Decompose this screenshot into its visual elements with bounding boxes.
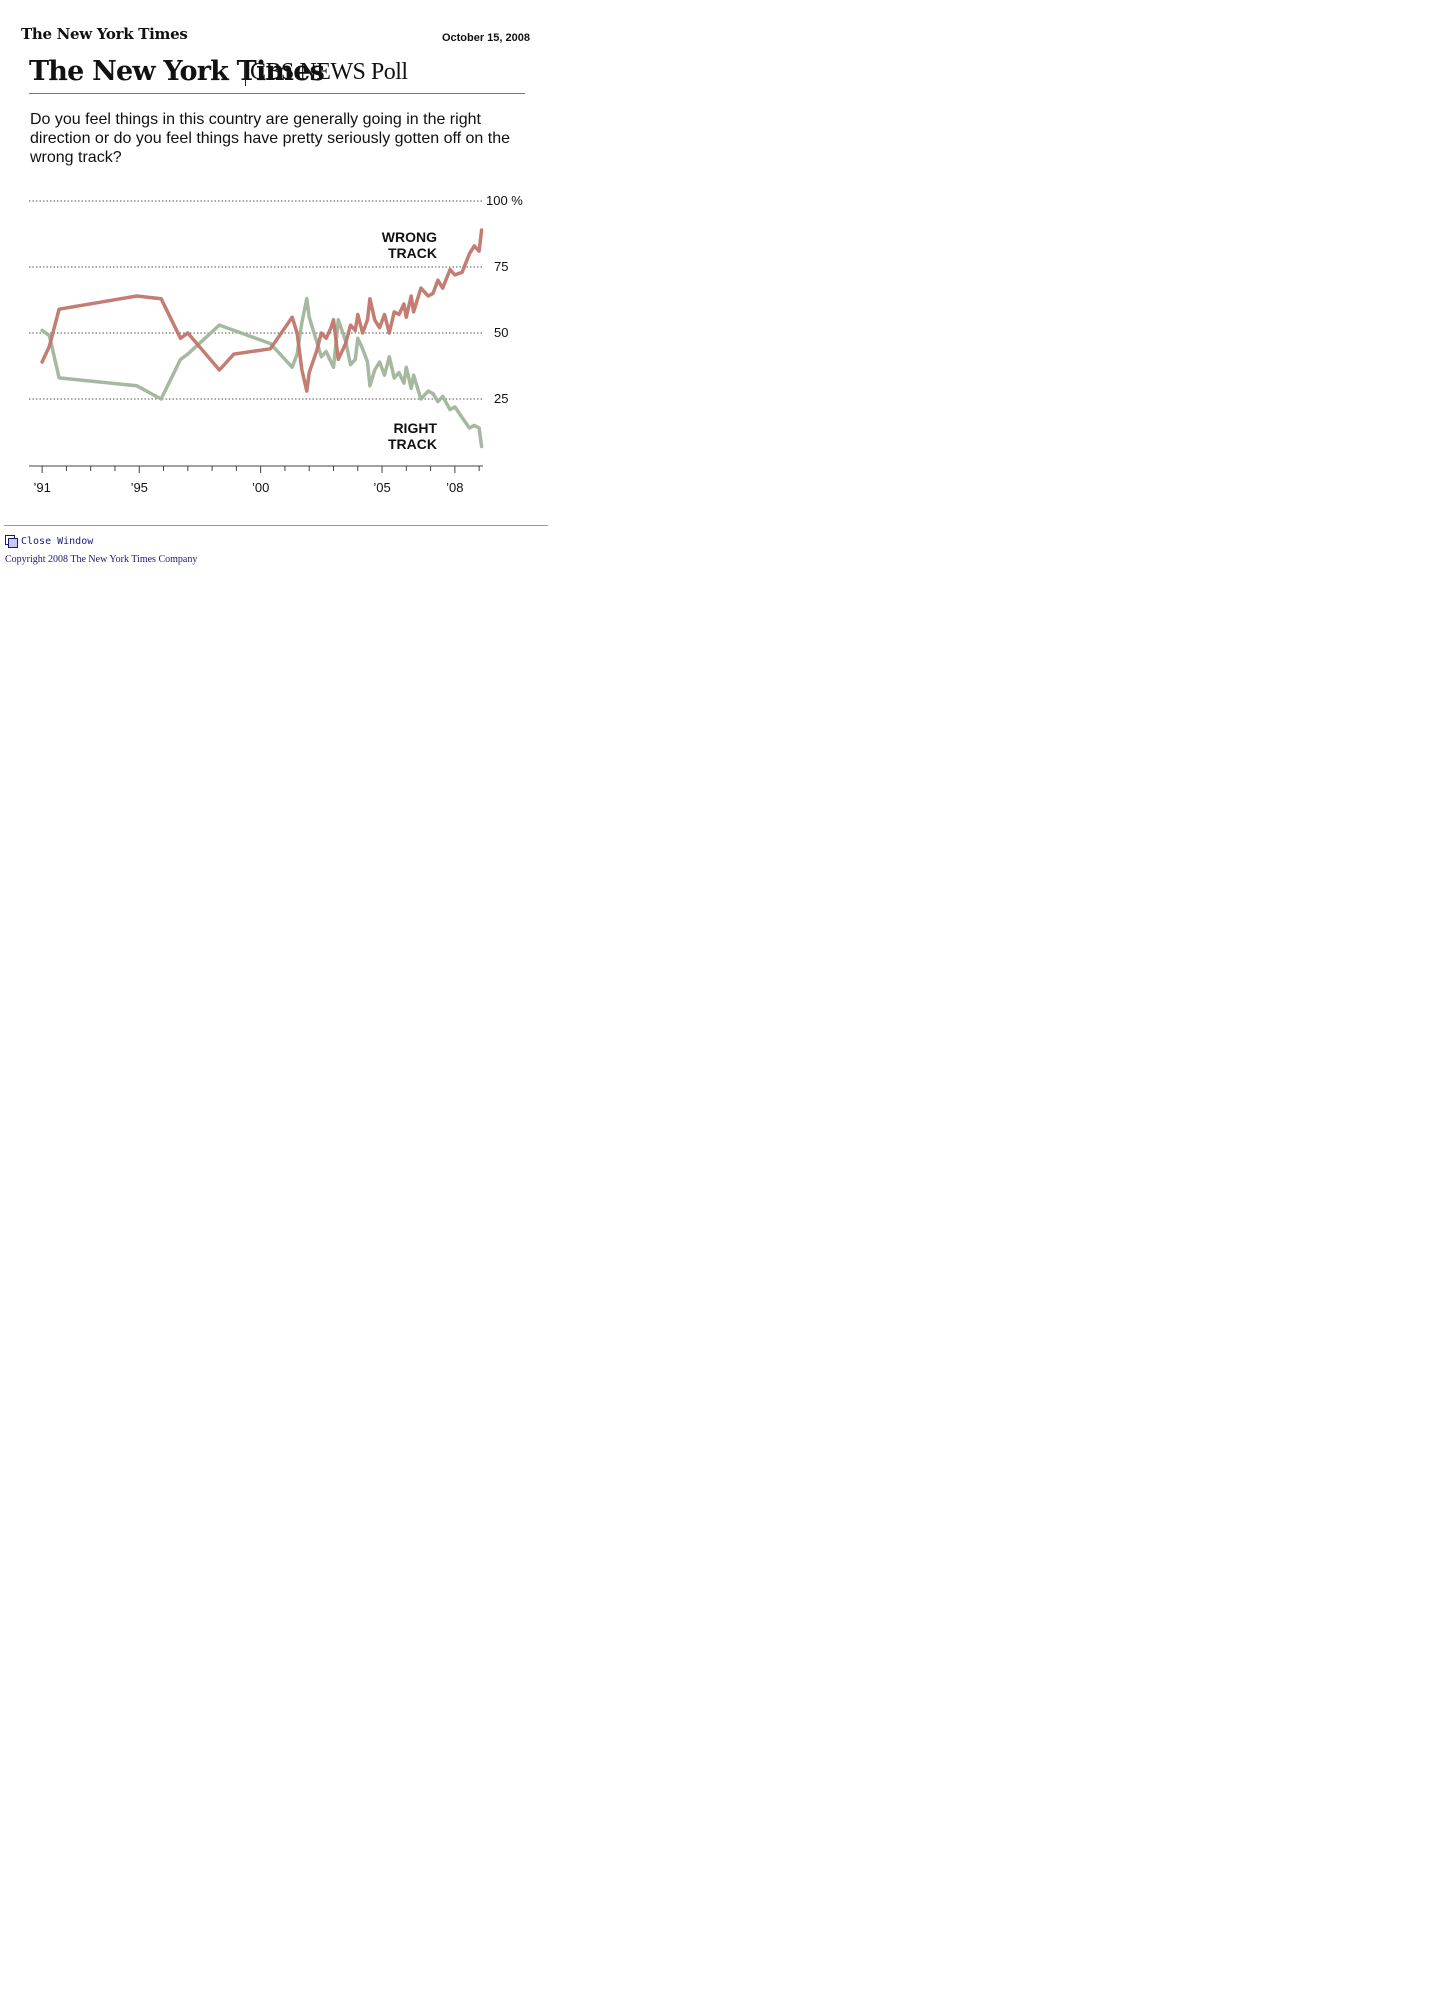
y-tick-label-50: 50 [494,325,508,340]
window-icon [5,535,18,548]
masthead-nyt-logo: The New York Times [29,56,325,87]
y-tick-label-75: 75 [494,259,508,274]
close-window-link[interactable]: Close Window [5,535,94,548]
copyright-text: Copyright 2008 The New York Times Compan… [5,554,198,565]
nyt-logo-small[interactable]: The New York Times [21,25,188,43]
x-tick-label-2005: ’05 [373,480,390,495]
series-line-wrong-track [40,228,484,393]
close-window-label: Close Window [21,535,94,547]
masthead-divider [245,61,246,86]
poll-question: Do you feel things in this country are g… [30,111,510,166]
x-tick-label-1995: ’95 [131,480,148,495]
masthead-poll-title: CBS NEWS Poll [250,59,408,85]
y-tick-label-100: 100 % [486,193,523,208]
series-label-wrong-track: WRONG TRACK [382,229,437,261]
x-tick-label-2008: ’08 [446,480,463,495]
series-line-right-track [40,296,484,449]
date-label: October 15, 2008 [441,32,530,44]
footer-divider [4,525,548,526]
series-label-right-track: RIGHT TRACK [388,420,437,452]
y-tick-label-25: 25 [494,391,508,406]
masthead: The New York Times CBS NEWS Poll [29,55,525,94]
x-tick-label-1991: ’91 [33,480,50,495]
poll-chart: 100 % 75 50 25 ’91 ’95 ’00 ’05 ’08 WRONG TRACK RIGH… [29,193,523,495]
x-tick-label-2000: ’00 [252,480,269,495]
